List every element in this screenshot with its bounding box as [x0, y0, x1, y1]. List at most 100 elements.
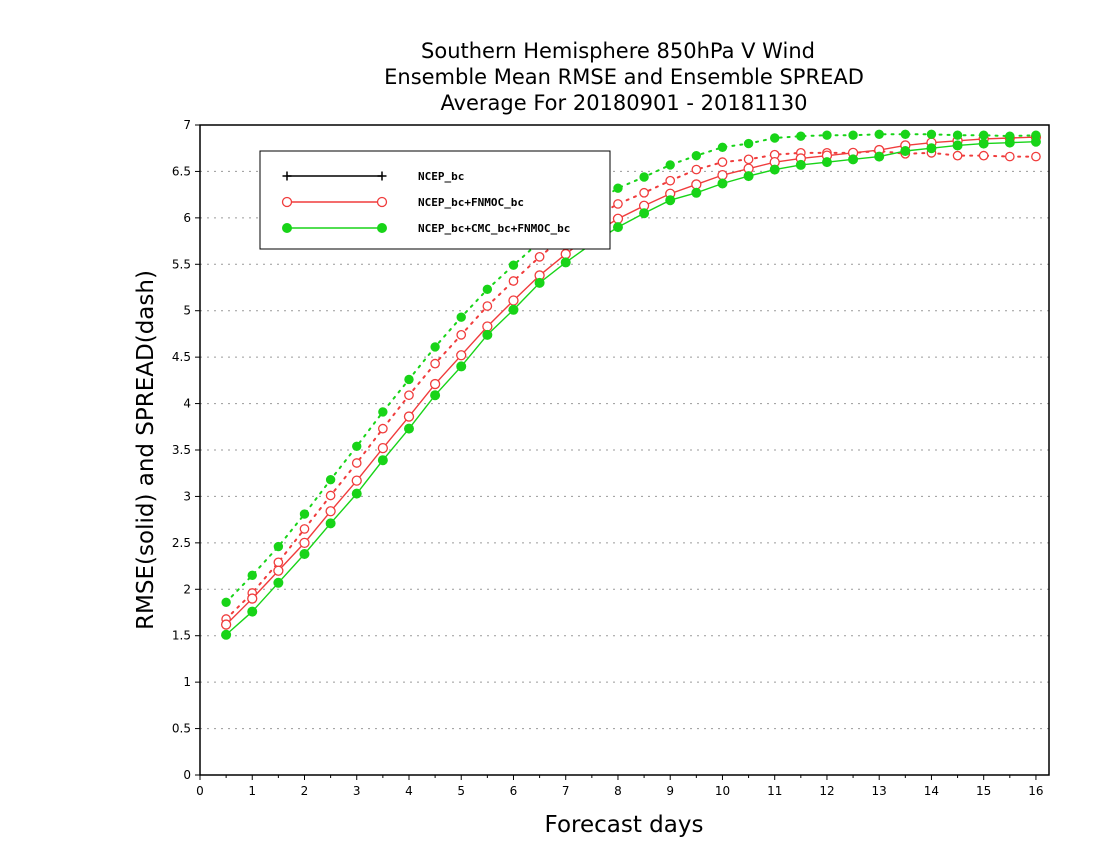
rmse-point: [821, 157, 832, 168]
spread-point: [456, 330, 467, 340]
x-tick-label: 1: [248, 784, 256, 798]
y-tick-label: 5: [183, 304, 191, 318]
x-tick-label: 9: [666, 784, 674, 798]
x-tick-label: 10: [715, 784, 730, 798]
rmse-point: [691, 187, 702, 198]
spread-point: [430, 342, 440, 352]
legend-marker: [282, 223, 292, 233]
y-tick-label: 5.5: [172, 257, 191, 271]
spread-point: [534, 252, 545, 262]
y-tick-label: 4: [183, 397, 191, 411]
spread-point: [796, 131, 806, 141]
spread-point: [247, 570, 257, 581]
rmse-point: [691, 179, 702, 190]
spread-point: [743, 154, 754, 165]
rmse-point: [534, 277, 545, 288]
spread-point: [952, 130, 963, 140]
spread-point: [978, 150, 989, 161]
y-tick-label: 2.5: [172, 536, 191, 550]
spread-point: [351, 458, 362, 468]
y-tick-label: 3: [183, 489, 191, 503]
rmse-point: [429, 378, 441, 390]
spread-point: [874, 129, 884, 139]
grid-lines: [200, 170, 1049, 730]
rmse-point: [403, 423, 414, 434]
x-tick-label: 3: [353, 784, 361, 798]
rmse-point: [325, 518, 336, 529]
rmse-point: [952, 140, 963, 151]
rmse-point: [874, 151, 885, 162]
legend-marker: [376, 196, 388, 208]
y-tick-label: 0: [183, 768, 191, 782]
rmse-point: [299, 537, 310, 549]
y-tick-label: 7: [183, 118, 191, 132]
legend-marker: [281, 196, 293, 208]
spread-point: [378, 407, 388, 417]
legend-label: NCEP_bc+CMC_bc+FNMOC_bc: [418, 222, 570, 235]
chart-title: Southern Hemisphere 850hPa V Wind Ensemb…: [384, 39, 864, 115]
spread-point: [456, 312, 466, 322]
spread-point: [325, 475, 336, 485]
chart-title-line-3: Average For 20180901 - 20181130: [440, 91, 807, 115]
rmse-point: [273, 577, 284, 588]
y-tick-label: 4.5: [172, 350, 191, 364]
y-tick-label: 3.5: [172, 443, 191, 457]
x-tick-label: 15: [976, 784, 991, 798]
legend-box: [259, 150, 611, 250]
spread-point: [613, 199, 623, 209]
y-axis-label: RMSE(solid) and SPREAD(dash): [133, 270, 159, 630]
spread-point: [717, 142, 728, 152]
spread-point: [926, 129, 937, 139]
x-tick-label: 2: [301, 784, 309, 798]
plot-frame: [199, 124, 1050, 776]
rmse-point: [560, 257, 571, 268]
legend-label: NCEP_bc+FNMOC_bc: [418, 196, 524, 209]
spread-point: [299, 524, 310, 534]
x-tick-label: 5: [457, 784, 465, 798]
chart-title-line-2: Ensemble Mean RMSE and Ensemble SPREAD: [384, 65, 864, 89]
y-tick-label: 6: [183, 211, 191, 225]
rmse-point: [717, 178, 728, 189]
y-tick-label: 0.5: [172, 722, 191, 736]
legend-marker: [282, 171, 292, 181]
spread-point: [613, 183, 623, 193]
rmse-point: [299, 549, 310, 559]
legend-item: NCEP_bc+FNMOC_bc: [281, 196, 524, 209]
spread-point: [508, 276, 519, 286]
rmse-point: [325, 506, 336, 517]
legend-marker: [377, 223, 387, 233]
rmse-point: [612, 222, 623, 233]
rmse-point: [665, 195, 676, 206]
rmse-point: [482, 321, 493, 332]
x-tick-label: 11: [767, 784, 782, 798]
spread-point: [822, 130, 832, 140]
x-tick-label: 0: [196, 784, 204, 798]
spread-point: [770, 133, 780, 143]
rmse-point: [508, 295, 519, 306]
spread-point: [665, 160, 675, 170]
spread-point: [482, 301, 493, 311]
spread-point: [1031, 151, 1041, 162]
x-tick-label: 14: [924, 784, 939, 798]
spread-point: [352, 441, 362, 451]
rmse-point: [273, 565, 284, 576]
spread-point: [273, 557, 284, 568]
rmse-point: [978, 138, 989, 149]
legend-item: NCEP_bc: [282, 170, 464, 183]
x-axis-label: Forecast days: [545, 812, 704, 838]
x-tick-label: 8: [614, 784, 622, 798]
rmse-point: [926, 143, 937, 154]
y-tick-label: 1: [183, 675, 191, 689]
spread-point: [404, 374, 414, 385]
rmse-point: [639, 208, 650, 219]
rmse-point: [430, 390, 441, 401]
spread-point: [952, 150, 963, 161]
x-tick-label: 6: [510, 784, 518, 798]
rmse-point: [403, 411, 415, 422]
legend-item: NCEP_bc+CMC_bc+FNMOC_bc: [282, 222, 570, 235]
x-tick-label: 16: [1028, 784, 1043, 798]
spread-point: [665, 175, 676, 186]
rmse-point: [220, 619, 232, 630]
spread-point: [900, 129, 911, 139]
